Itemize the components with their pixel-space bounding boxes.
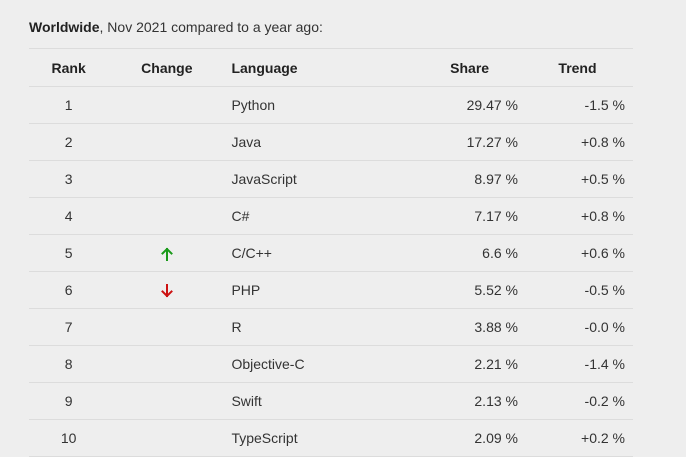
- down-arrow-icon: [160, 284, 173, 298]
- rank-cell: 10: [29, 419, 109, 457]
- ranking-table: Rank Change Language Share Trend 1 Python…: [29, 48, 633, 457]
- share-cell: 6.6 %: [381, 234, 518, 272]
- trend-cell: +0.8 %: [517, 197, 633, 235]
- change-cell: [108, 234, 226, 272]
- rank-cell: 7: [29, 308, 109, 346]
- table-row: 9 Swift 2.13 % -0.2 %: [29, 382, 633, 420]
- change-cell: [108, 308, 226, 346]
- language-cell: R: [225, 308, 382, 346]
- trend-cell: -1.5 %: [517, 86, 633, 124]
- share-cell: 5.52 %: [381, 271, 518, 309]
- trend-cell: +0.8 %: [517, 123, 633, 161]
- table-body: 1 Python 29.47 % -1.5 % 2 Java 17.27 % +0.8 % 3 J…: [29, 86, 633, 457]
- change-cell: [108, 123, 226, 161]
- rank-cell: 8: [29, 345, 109, 383]
- trend-cell: -0.2 %: [517, 382, 633, 420]
- rank-cell: 2: [29, 123, 109, 161]
- change-cell: [108, 86, 226, 124]
- share-cell: 3.88 %: [381, 308, 518, 346]
- rank-column-header: Rank: [29, 48, 109, 87]
- change-cell: [108, 345, 226, 383]
- language-cell: C/C++: [225, 234, 382, 272]
- trend-cell: -0.5 %: [517, 271, 633, 309]
- trend-cell: +0.2 %: [517, 419, 633, 457]
- language-cell: Objective-C: [225, 345, 382, 383]
- language-cell: JavaScript: [225, 160, 382, 198]
- table-row: 10 TypeScript 2.09 % +0.2 %: [29, 419, 633, 457]
- share-cell: 29.47 %: [381, 86, 518, 124]
- language-cell: TypeScript: [225, 419, 382, 457]
- change-column-header: Change: [108, 48, 226, 87]
- share-cell: 2.09 %: [381, 419, 518, 457]
- trend-cell: +0.5 %: [517, 160, 633, 198]
- change-cell: [108, 382, 226, 420]
- rank-cell: 5: [29, 234, 109, 272]
- share-cell: 17.27 %: [381, 123, 518, 161]
- table-row: 6 PHP 5.52 % -0.5 %: [29, 271, 633, 309]
- share-column-header: Share: [381, 48, 518, 87]
- table-row: 8 Objective-C 2.21 % -1.4 %: [29, 345, 633, 383]
- table-row: 2 Java 17.27 % +0.8 %: [29, 123, 633, 161]
- table-header: Rank Change Language Share Trend: [29, 48, 633, 87]
- trend-cell: -1.4 %: [517, 345, 633, 383]
- rank-cell: 9: [29, 382, 109, 420]
- change-cell: [108, 197, 226, 235]
- caption-text: , Nov 2021 compared to a year ago:: [99, 19, 323, 35]
- caption-scope: Worldwide: [29, 19, 100, 35]
- rank-cell: 6: [29, 271, 109, 309]
- change-cell: [108, 271, 226, 309]
- table-caption: Worldwide, Nov 2021 compared to a year a…: [29, 19, 323, 35]
- table-row: 3 JavaScript 8.97 % +0.5 %: [29, 160, 633, 198]
- trend-column-header: Trend: [517, 48, 633, 87]
- header-row: Rank Change Language Share Trend: [29, 48, 633, 87]
- table-row: 4 C# 7.17 % +0.8 %: [29, 197, 633, 235]
- table-row: 5 C/C++ 6.6 % +0.6 %: [29, 234, 633, 272]
- language-column-header: Language: [225, 48, 382, 87]
- language-cell: Python: [225, 86, 382, 124]
- rank-cell: 3: [29, 160, 109, 198]
- table-row: 7 R 3.88 % -0.0 %: [29, 308, 633, 346]
- change-cell: [108, 160, 226, 198]
- trend-cell: -0.0 %: [517, 308, 633, 346]
- change-cell: [108, 419, 226, 457]
- language-cell: PHP: [225, 271, 382, 309]
- table-row: 1 Python 29.47 % -1.5 %: [29, 86, 633, 124]
- share-cell: 7.17 %: [381, 197, 518, 235]
- rank-cell: 4: [29, 197, 109, 235]
- up-arrow-icon: [160, 247, 173, 262]
- share-cell: 8.97 %: [381, 160, 518, 198]
- language-cell: Swift: [225, 382, 382, 420]
- trend-cell: +0.6 %: [517, 234, 633, 272]
- language-cell: Java: [225, 123, 382, 161]
- language-cell: C#: [225, 197, 382, 235]
- rank-cell: 1: [29, 86, 109, 124]
- share-cell: 2.21 %: [381, 345, 518, 383]
- share-cell: 2.13 %: [381, 382, 518, 420]
